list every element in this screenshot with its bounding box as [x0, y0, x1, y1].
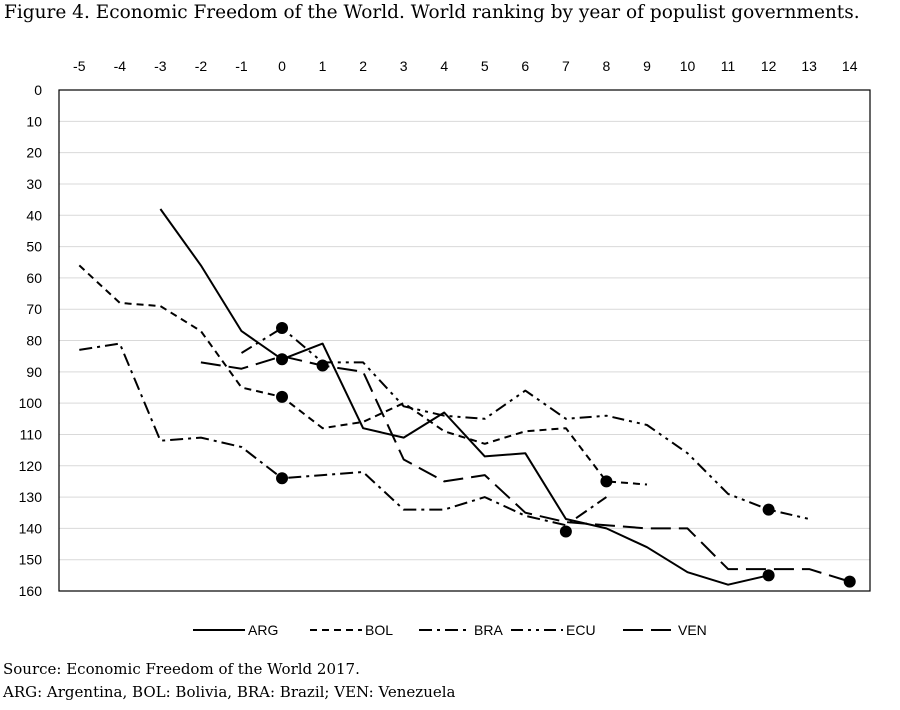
x-tick-label: 11	[721, 58, 736, 74]
y-tick-label: 80	[26, 333, 42, 349]
legend-label: ARG	[248, 622, 278, 638]
y-tick-label: 90	[26, 364, 42, 380]
marker-bra	[559, 525, 572, 538]
y-tick-label: 160	[19, 583, 43, 599]
x-tick-label: 9	[643, 58, 651, 74]
y-tick-label: 100	[19, 395, 43, 411]
x-tick-label: 6	[521, 58, 529, 74]
x-tick-label: 13	[801, 58, 817, 74]
chart-title: Figure 4. Economic Freedom of the World.…	[4, 2, 860, 23]
x-tick-label: 4	[440, 58, 448, 74]
x-tick-label: -2	[195, 58, 208, 74]
x-tick-label: 14	[842, 58, 858, 74]
y-tick-label: 0	[34, 82, 42, 98]
marker-bol	[276, 390, 289, 403]
legend-label: BOL	[365, 622, 393, 638]
x-tick-label: 7	[562, 58, 570, 74]
marker-ven	[316, 359, 329, 372]
series-line-ecu	[240, 327, 810, 520]
marker-ecu	[762, 503, 775, 516]
y-tick-label: 120	[19, 458, 43, 474]
x-tick-label: 0	[278, 58, 286, 74]
y-tick-label: 130	[19, 489, 43, 505]
y-tick-label: 60	[26, 270, 42, 286]
y-tick-label: 10	[26, 113, 42, 129]
x-tick-label: -4	[114, 58, 127, 74]
legend-item-bra: BRA	[419, 622, 503, 638]
x-tick-label: 10	[680, 58, 696, 74]
series-line-bra	[79, 342, 607, 527]
x-tick-label: -3	[154, 58, 167, 74]
y-tick-label: 140	[19, 520, 43, 536]
y-tick-label: 110	[20, 426, 43, 442]
legend-label: ECU	[566, 622, 596, 638]
y-tick-label: 150	[19, 552, 43, 568]
x-tick-label: 12	[761, 58, 777, 74]
legend-label: BRA	[474, 622, 503, 638]
y-tick-label: 40	[26, 207, 42, 223]
legend-item-bol: BOL	[310, 622, 393, 638]
x-tick-label: 1	[319, 58, 327, 74]
x-tick-label: 8	[603, 58, 611, 74]
series-line-bol	[78, 264, 648, 486]
series-line-ven	[200, 355, 850, 583]
x-tick-label: 5	[481, 58, 489, 74]
legend-label: VEN	[678, 622, 707, 638]
y-tick-label: 70	[26, 301, 42, 317]
source-note: Source: Economic Freedom of the World 20…	[3, 660, 360, 678]
x-tick-label: -1	[235, 58, 248, 74]
marker-bra	[276, 472, 289, 485]
y-tick-label: 50	[26, 239, 42, 255]
legend-item-ven: VEN	[623, 622, 707, 638]
plot-frame	[58, 89, 871, 592]
y-tick-label: 20	[26, 145, 42, 161]
marker-arg	[276, 353, 289, 366]
x-tick-label: 2	[359, 58, 367, 74]
marker-ven	[843, 575, 856, 588]
legend-item-ecu: ECU	[511, 622, 596, 638]
x-tick-label: -5	[73, 58, 86, 74]
series-line-arg	[159, 208, 769, 586]
abbreviations-note: ARG: Argentina, BOL: Bolivia, BRA: Brazi…	[3, 683, 456, 701]
marker-bol	[600, 475, 613, 488]
marker-ecu	[276, 321, 289, 334]
y-tick-label: 30	[26, 176, 42, 192]
marker-arg	[762, 569, 775, 582]
x-tick-label: 3	[400, 58, 408, 74]
legend-item-arg: ARG	[193, 622, 278, 638]
